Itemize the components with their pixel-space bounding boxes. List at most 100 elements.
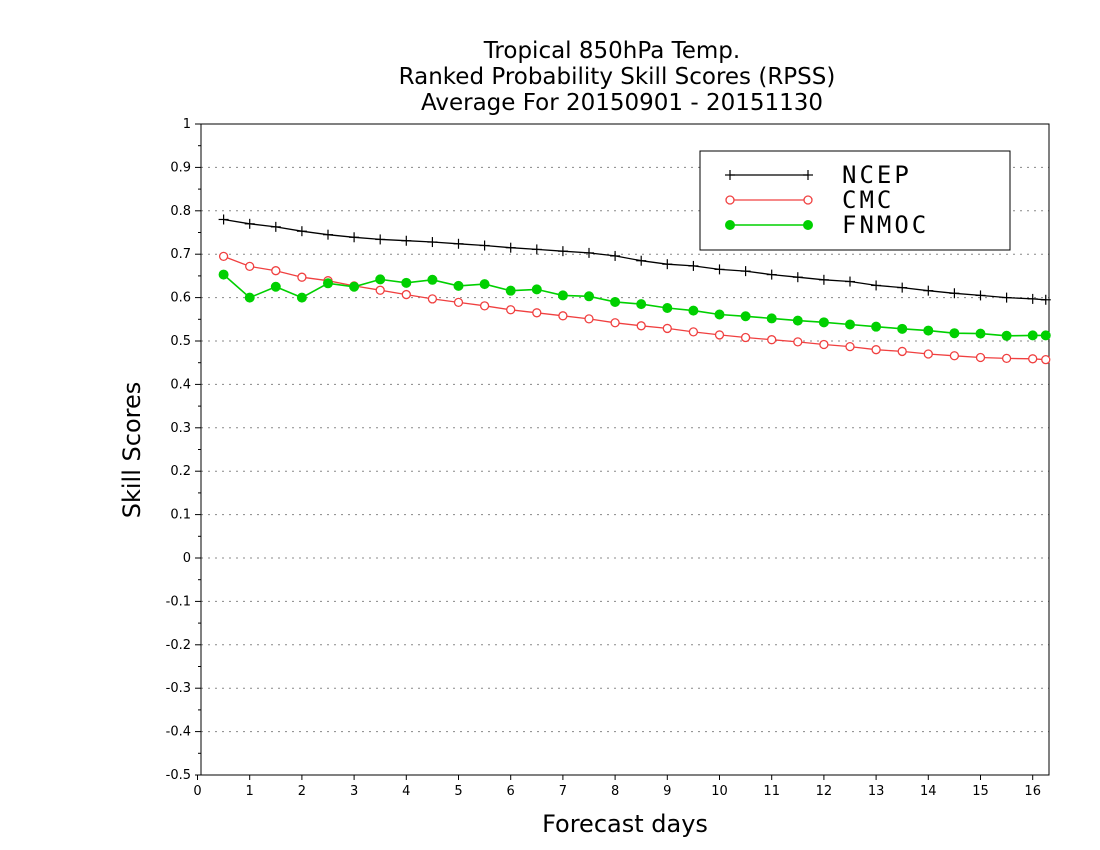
y-tick-label: 0.7 [170,247,191,262]
data-point-fnmoc [845,319,855,330]
data-point-fnmoc [610,296,621,307]
data-point-fnmoc [375,274,386,285]
title-line-1: Tropical 850hPa Temp. [483,38,740,64]
x-tick-label: 14 [920,784,937,799]
data-point-cmc [845,341,855,352]
gridlines [201,166,1049,733]
series-fnmoc [218,269,1051,341]
legend-item-ncep: NCEP [725,161,912,189]
data-point-cmc [297,272,307,282]
data-point-fnmoc [270,281,281,292]
data-point-cmc [558,311,568,321]
data-point-ncep [401,235,412,246]
x-tick-label: 13 [868,784,885,799]
x-axis: 0 1 2 3 4 5 6 7 8 9 10 11 12 13 14 15 16 [193,775,1041,799]
data-point-cmc [662,323,672,334]
data-point-cmc [803,195,813,205]
data-point-fnmoc [636,299,647,310]
data-point-cmc [1001,353,1012,364]
data-point-cmc [532,308,542,318]
data-point-ncep [845,276,855,287]
data-point-cmc [975,352,986,363]
data-point-fnmoc [531,284,542,295]
x-tick-label: 1 [246,784,254,799]
y-tick-label: 1 [183,117,191,132]
data-point-ncep [949,288,960,299]
data-point-fnmoc [766,313,777,324]
data-point-fnmoc [871,321,882,332]
data-point-ncep [270,221,281,232]
data-point-fnmoc [296,292,307,303]
data-point-ncep [296,226,307,237]
data-point-cmc [793,337,803,347]
data-point-cmc [923,349,933,359]
data-point-ncep [740,266,751,277]
x-tick-label: 3 [350,784,358,799]
data-point-fnmoc [244,292,255,303]
data-point-fnmoc [688,305,699,316]
data-point-ncep [610,250,621,261]
data-point-ncep [766,269,777,280]
data-point-cmc [688,327,699,337]
title-line-2: Ranked Probability Skill Scores (RPSS) [399,64,836,90]
series-layer [218,214,1051,365]
data-point-fnmoc [714,309,725,320]
data-point-ncep [662,259,673,270]
data-point-fnmoc [584,291,594,302]
data-point-ncep [688,260,699,271]
data-point-cmc [819,339,829,350]
data-point-cmc [427,294,438,304]
data-point-fnmoc [218,269,229,280]
legend-label: CMC [842,186,894,214]
data-point-fnmoc [792,315,803,326]
data-point-fnmoc [803,220,813,230]
data-point-fnmoc [1001,330,1012,341]
x-tick-label: 12 [816,784,833,799]
y-tick-label: 0.8 [170,204,191,219]
x-tick-label: 8 [611,784,619,799]
data-point-cmc [897,346,907,357]
data-point-cmc [584,314,594,324]
x-tick-label: 11 [763,784,780,799]
data-point-ncep [244,218,255,229]
y-tick-label: 0.2 [170,464,191,479]
data-point-ncep [897,282,908,293]
series-line-fnmoc [223,273,1046,337]
y-tick-label: -0.1 [166,594,191,609]
data-point-fnmoc [923,325,934,336]
y-tick-label: 0.9 [170,160,191,175]
x-tick-label: 9 [663,784,671,799]
data-point-ncep [1027,293,1038,304]
data-point-ncep [375,234,386,245]
data-point-ncep [975,290,986,301]
data-point-ncep [803,170,813,180]
y-tick-label: -0.4 [166,725,191,740]
data-point-cmc [725,195,735,205]
data-point-fnmoc [1027,330,1038,341]
x-tick-label: 2 [298,784,306,799]
x-tick-label: 5 [454,784,462,799]
data-point-fnmoc [975,328,986,339]
data-point-cmc [740,332,751,343]
x-tick-label: 10 [711,784,728,799]
data-point-ncep [792,272,803,283]
y-tick-label: 0 [183,551,191,566]
data-point-cmc [949,351,960,361]
data-point-cmc [453,297,464,308]
series-ncep [218,214,1051,305]
x-tick-label: 7 [559,784,567,799]
data-point-ncep [218,214,229,225]
x-tick-label: 16 [1024,784,1041,799]
y-tick-label: 0.6 [170,291,191,306]
data-point-ncep [871,280,882,291]
legend-label: NCEP [842,161,912,189]
data-point-cmc [271,266,281,276]
data-point-fnmoc [818,317,829,328]
data-point-ncep [636,255,647,266]
data-point-cmc [714,330,725,340]
data-point-ncep [584,247,594,258]
data-point-fnmoc [897,323,908,334]
data-point-cmc [1028,354,1038,364]
y-tick-label: 0.1 [170,508,191,523]
